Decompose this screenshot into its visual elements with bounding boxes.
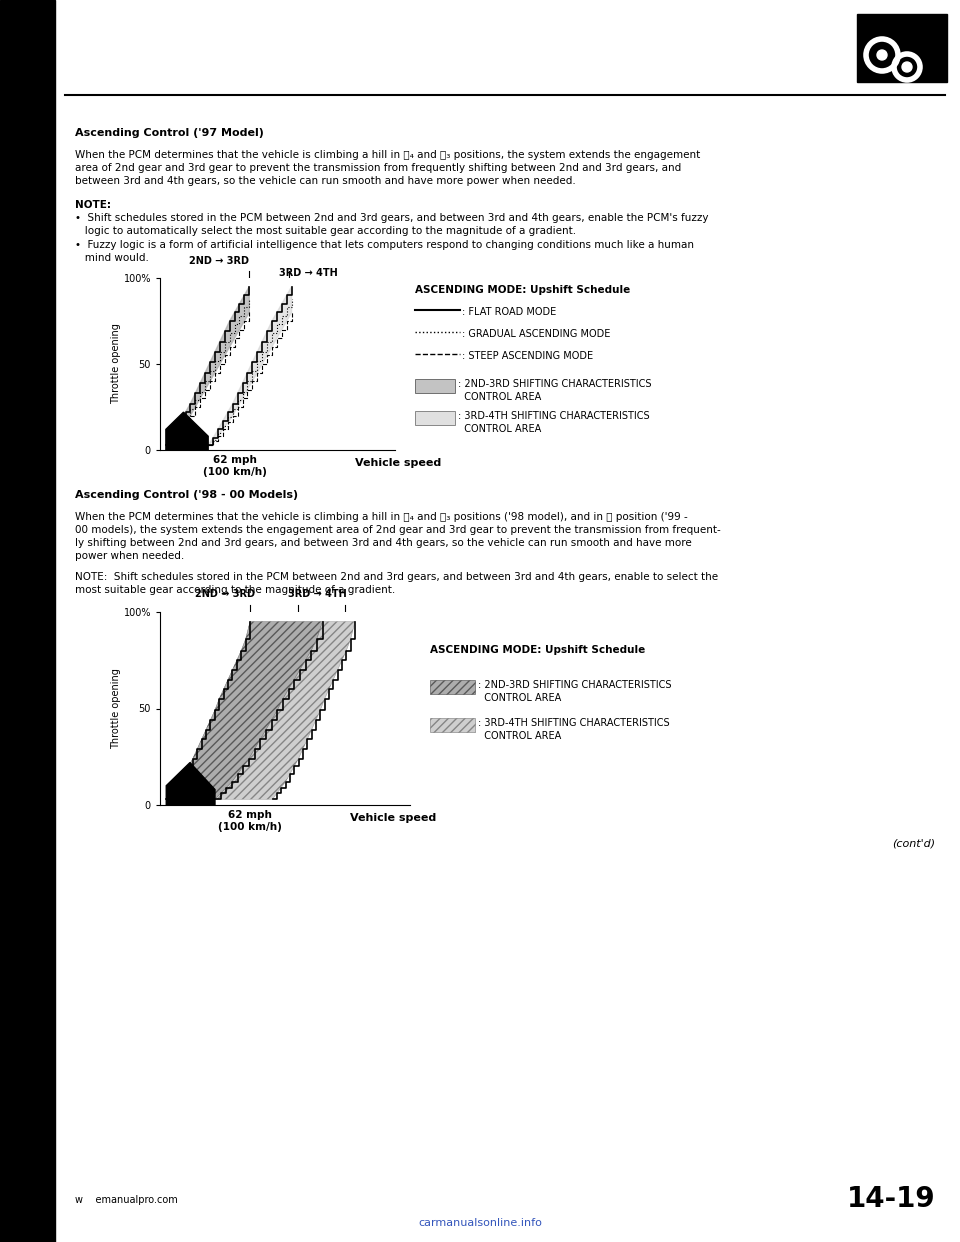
Text: : GRADUAL ASCENDING MODE: : GRADUAL ASCENDING MODE bbox=[462, 329, 611, 339]
Text: most suitable gear according to the magnitude of a gradient.: most suitable gear according to the magn… bbox=[75, 585, 396, 595]
Text: : 3RD-4TH SHIFTING CHARACTERISTICS
  CONTROL AREA: : 3RD-4TH SHIFTING CHARACTERISTICS CONTR… bbox=[478, 718, 670, 741]
Text: 3RD → 4TH: 3RD → 4TH bbox=[279, 268, 338, 278]
Text: power when needed.: power when needed. bbox=[75, 551, 184, 561]
Text: •  Fuzzy logic is a form of artificial intelligence that lets computers respond : • Fuzzy logic is a form of artificial in… bbox=[75, 240, 694, 250]
Text: ly shifting between 2nd and 3rd gears, and between 3rd and 4th gears, so the veh: ly shifting between 2nd and 3rd gears, a… bbox=[75, 538, 692, 548]
Polygon shape bbox=[166, 412, 208, 450]
Text: mind would.: mind would. bbox=[75, 253, 149, 263]
Text: NOTE:: NOTE: bbox=[75, 200, 111, 210]
Polygon shape bbox=[208, 287, 292, 445]
Circle shape bbox=[902, 62, 912, 72]
Text: •  Shift schedules stored in the PCM between 2nd and 3rd gears, and between 3rd : • Shift schedules stored in the PCM betw… bbox=[75, 212, 708, 224]
Text: Vehicle speed: Vehicle speed bbox=[355, 458, 442, 468]
Bar bbox=[857, 14, 947, 82]
Text: 3RD → 4TH: 3RD → 4TH bbox=[287, 589, 347, 599]
Text: Ascending Control ('98 - 00 Models): Ascending Control ('98 - 00 Models) bbox=[75, 491, 299, 501]
Text: : FLAT ROAD MODE: : FLAT ROAD MODE bbox=[462, 307, 556, 317]
Bar bbox=[430, 718, 475, 732]
Text: logic to automatically select the most suitable gear according to the magnitude : logic to automatically select the most s… bbox=[75, 226, 576, 236]
Text: area of 2nd gear and 3rd gear to prevent the transmission from frequently shifti: area of 2nd gear and 3rd gear to prevent… bbox=[75, 163, 682, 173]
Text: between 3rd and 4th gears, so the vehicle can run smooth and have more power whe: between 3rd and 4th gears, so the vehicl… bbox=[75, 176, 576, 186]
Y-axis label: Throttle opening: Throttle opening bbox=[110, 324, 121, 405]
Text: Ascending Control ('97 Model): Ascending Control ('97 Model) bbox=[75, 128, 264, 138]
Text: Vehicle speed: Vehicle speed bbox=[350, 814, 436, 823]
Text: : 2ND-3RD SHIFTING CHARACTERISTICS
  CONTROL AREA: : 2ND-3RD SHIFTING CHARACTERISTICS CONTR… bbox=[458, 379, 652, 402]
Text: ASCENDING MODE: Upshift Schedule: ASCENDING MODE: Upshift Schedule bbox=[430, 645, 645, 655]
Polygon shape bbox=[215, 622, 355, 799]
Text: w    emanualpro.com: w emanualpro.com bbox=[75, 1195, 178, 1205]
Bar bbox=[0, 0, 55, 1242]
Bar bbox=[415, 411, 455, 425]
Text: 62 mph: 62 mph bbox=[213, 455, 257, 465]
Text: : 2ND-3RD SHIFTING CHARACTERISTICS
  CONTROL AREA: : 2ND-3RD SHIFTING CHARACTERISTICS CONTR… bbox=[478, 681, 671, 703]
Text: carmanualsonline.info: carmanualsonline.info bbox=[418, 1218, 542, 1228]
Bar bbox=[430, 681, 475, 694]
Text: 14-19: 14-19 bbox=[847, 1185, 935, 1213]
Text: When the PCM determines that the vehicle is climbing a hill in ⓓ₄ and ⓓ₃ positio: When the PCM determines that the vehicle… bbox=[75, 512, 687, 522]
Text: (cont'd): (cont'd) bbox=[892, 838, 935, 848]
Polygon shape bbox=[166, 763, 215, 805]
Bar bbox=[415, 379, 455, 392]
Polygon shape bbox=[166, 287, 250, 445]
Text: NOTE:  Shift schedules stored in the PCM between 2nd and 3rd gears, and between : NOTE: Shift schedules stored in the PCM … bbox=[75, 573, 718, 582]
Text: (100 km/h): (100 km/h) bbox=[204, 467, 267, 477]
Text: 62 mph: 62 mph bbox=[228, 810, 272, 820]
Text: 2ND → 3RD: 2ND → 3RD bbox=[189, 256, 250, 266]
Text: 00 models), the system extends the engagement area of 2nd gear and 3rd gear to p: 00 models), the system extends the engag… bbox=[75, 525, 721, 535]
Text: When the PCM determines that the vehicle is climbing a hill in ⓓ₄ and ⓓ₃ positio: When the PCM determines that the vehicle… bbox=[75, 150, 700, 160]
Text: : 3RD-4TH SHIFTING CHARACTERISTICS
  CONTROL AREA: : 3RD-4TH SHIFTING CHARACTERISTICS CONTR… bbox=[458, 411, 650, 435]
Y-axis label: Throttle opening: Throttle opening bbox=[110, 668, 121, 749]
Circle shape bbox=[877, 50, 887, 60]
Text: ASCENDING MODE: Upshift Schedule: ASCENDING MODE: Upshift Schedule bbox=[415, 284, 631, 296]
Polygon shape bbox=[166, 622, 323, 799]
Text: 2ND → 3RD: 2ND → 3RD bbox=[195, 589, 255, 599]
Text: (100 km/h): (100 km/h) bbox=[218, 822, 282, 832]
Text: : STEEP ASCENDING MODE: : STEEP ASCENDING MODE bbox=[462, 351, 593, 361]
